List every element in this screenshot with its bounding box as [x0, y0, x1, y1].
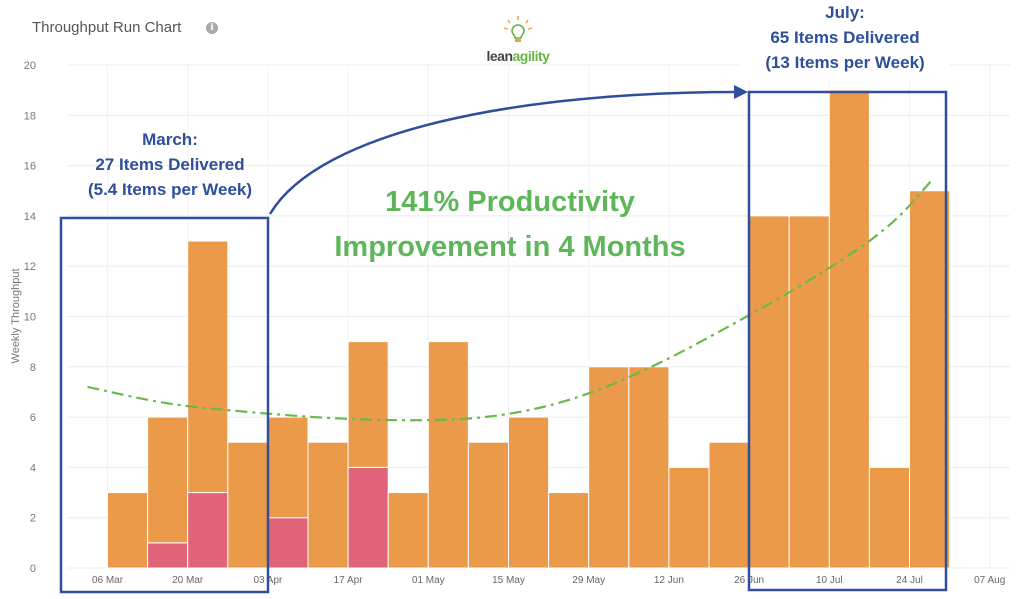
- lightbulb-icon: [503, 16, 533, 42]
- x-axis-ticks: 06 Mar 20 Mar 03 Apr 17 Apr 01 May 15 May 29 M…: [92, 575, 1005, 586]
- bar-segment-highlight: [347, 466, 389, 569]
- bar-segment: [548, 492, 590, 569]
- y-tick-label: 20: [24, 60, 36, 72]
- bar-segment: [387, 492, 429, 569]
- bar-segment: [909, 190, 951, 569]
- logo-text-dark: lean: [486, 48, 514, 64]
- leanagility-logo: leanagility: [478, 14, 558, 70]
- july-annotation-line-2: 65 Items Delivered: [770, 28, 920, 47]
- y-tick-label: 14: [24, 211, 36, 223]
- bar-segment: [147, 416, 189, 544]
- x-tick-label: 12 Jun: [654, 575, 684, 586]
- y-axis-ticks: 0 2 4 6 8 10 12 14 16 18 20: [24, 60, 36, 575]
- bar-segment-highlight: [147, 542, 189, 569]
- bar-segment: [628, 366, 670, 569]
- x-tick-label: 20 Mar: [172, 575, 204, 586]
- y-axis-label: Weekly Throughput: [10, 269, 22, 364]
- bar-segment: [788, 215, 830, 569]
- headline-line-1: 141% Productivity: [385, 186, 635, 218]
- bar-segment: [467, 441, 509, 569]
- y-tick-label: 12: [24, 261, 36, 273]
- info-icon[interactable]: i: [206, 22, 218, 34]
- y-tick-label: 6: [30, 412, 36, 424]
- x-tick-label: 10 Jul: [816, 575, 843, 586]
- july-annotation: July: 65 Items Delivered (13 Items per W…: [740, 0, 950, 79]
- march-annotation: March: 27 Items Delivered (5.4 Items per…: [50, 127, 290, 202]
- bar-segment: [668, 466, 710, 569]
- y-tick-label: 10: [24, 312, 36, 324]
- bar-segment: [508, 416, 550, 569]
- progress-arrow-head: [734, 85, 748, 99]
- bar-segment: [427, 341, 469, 569]
- march-annotation-line-2: 27 Items Delivered: [95, 155, 245, 174]
- bar-segment: [868, 466, 911, 569]
- bar-segment-highlight: [187, 492, 229, 569]
- bar-segment: [748, 215, 790, 569]
- y-tick-label: 4: [30, 462, 36, 474]
- bar-segment: [187, 240, 229, 494]
- y-tick-label: 8: [30, 362, 36, 374]
- bars: [107, 89, 951, 569]
- x-tick-label: 07 Aug: [974, 575, 1005, 586]
- bar-segment-highlight: [267, 517, 309, 569]
- bar-segment: [267, 416, 309, 519]
- chart-title: Throughput Run Chart: [32, 19, 182, 36]
- logo-text-accent: agility: [512, 48, 550, 64]
- july-highlight-box: [747, 90, 948, 592]
- x-tick-label: 06 Mar: [92, 575, 124, 586]
- x-tick-label: 17 Apr: [334, 575, 364, 586]
- x-tick-label: 01 May: [412, 575, 445, 586]
- progress-arrow: [268, 90, 739, 215]
- y-tick-label: 16: [24, 161, 36, 173]
- y-tick-label: 2: [30, 513, 36, 525]
- y-tick-label: 18: [24, 110, 36, 122]
- march-annotation-line-1: March:: [142, 130, 198, 149]
- march-highlight-box: [59, 216, 270, 594]
- trend-line: [87, 177, 935, 422]
- headline-line-2: Improvement in 4 Months: [334, 231, 686, 263]
- productivity-headline: 141% Productivity Improvement in 4 Month…: [290, 180, 730, 270]
- bar-segment: [347, 341, 389, 468]
- bar-segment: [828, 89, 870, 569]
- y-tick-label: 0: [30, 563, 36, 575]
- x-tick-label: 24 Jul: [896, 575, 923, 586]
- march-annotation-line-3: (5.4 Items per Week): [87, 180, 253, 199]
- bar-segment: [588, 366, 630, 569]
- logo-text: leanagility: [478, 48, 558, 64]
- july-annotation-line-1: July:: [825, 3, 865, 22]
- bar-segment: [708, 441, 750, 569]
- bar-segment: [107, 492, 149, 569]
- bar-segment: [227, 441, 269, 569]
- july-annotation-line-3: (13 Items per Week): [765, 53, 925, 72]
- bar-segment: [307, 441, 349, 569]
- x-tick-label: 15 May: [492, 575, 525, 586]
- x-tick-label: 29 May: [572, 575, 605, 586]
